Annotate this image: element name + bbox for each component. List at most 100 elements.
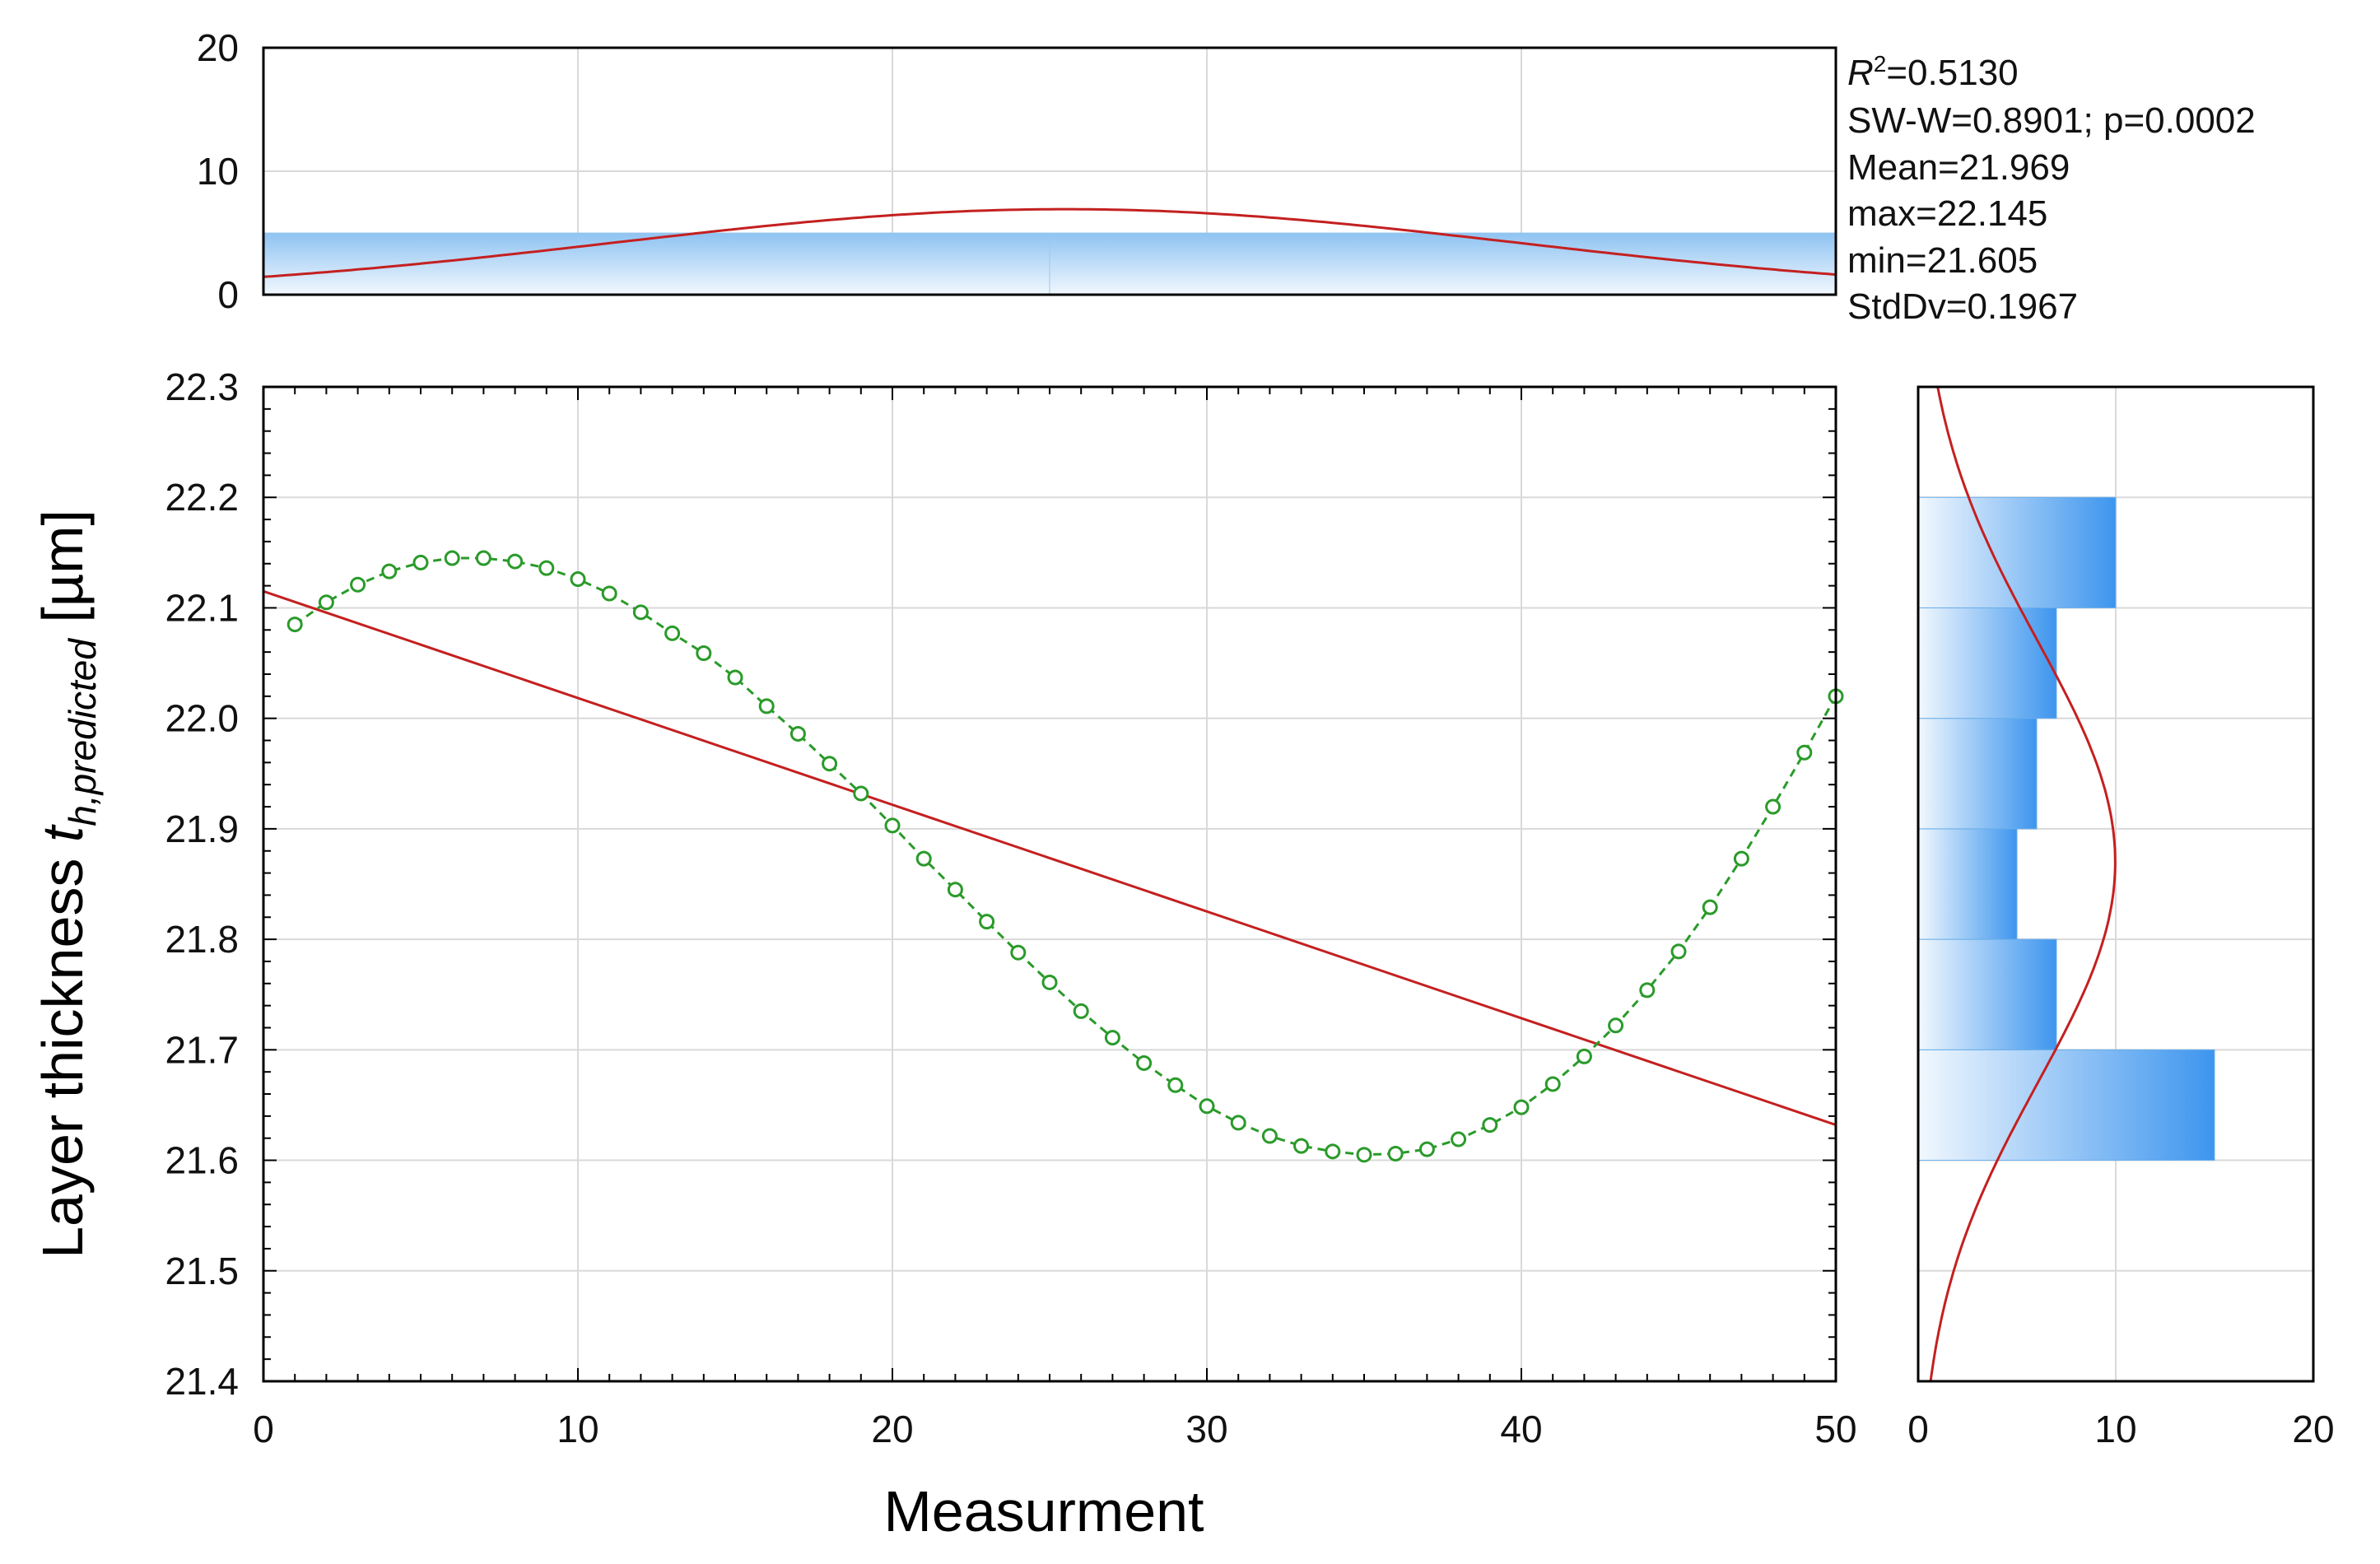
measured-point: [1608, 1017, 1624, 1034]
stat-max: max=22.145: [1847, 193, 2047, 234]
x-tick-label: 10: [557, 1408, 598, 1450]
measured-point: [286, 617, 303, 633]
right-histogram-bar: [1918, 938, 2057, 1050]
stat-min: min=21.605: [1847, 240, 2038, 281]
main-minor-ticks: [263, 386, 1837, 1382]
y-axis-title: Layer thickness th,predicted [µm]: [30, 510, 104, 1259]
measured-point: [822, 756, 838, 772]
measured-point: [696, 645, 712, 661]
measured-point: [1325, 1143, 1341, 1160]
linear-fit-line: [263, 589, 1836, 1127]
right-normal-curve: [1929, 387, 2117, 1381]
measured-point: [1544, 1076, 1561, 1092]
measured-point: [1576, 1048, 1592, 1064]
measured-point: [1293, 1138, 1310, 1154]
measured-point: [758, 698, 775, 715]
top-y-tick-label: 20: [197, 26, 239, 69]
right-histogram-bar: [1918, 828, 2018, 940]
measured-point: [1199, 1098, 1215, 1115]
top-y-tick-label: 0: [217, 273, 239, 316]
measured-point: [979, 914, 995, 930]
top-histogram-bars: [263, 232, 1836, 295]
measured-point: [1765, 798, 1782, 815]
measured-point: [1513, 1099, 1530, 1115]
y-tick-label: 22.3: [165, 365, 239, 408]
stat-std: StdDv=0.1967: [1847, 286, 2078, 327]
measured-point: [664, 625, 681, 641]
measured-point: [412, 554, 429, 570]
measured-point: [350, 576, 366, 593]
top-normal-curve: [263, 207, 1836, 278]
right-histogram-panel: 0 10 20: [1907, 385, 2335, 1450]
y-tick-label: 21.8: [165, 918, 239, 961]
measured-point: [507, 553, 524, 570]
right-x-tick-label: 20: [2292, 1408, 2334, 1450]
y-tick-label: 21.4: [165, 1360, 239, 1403]
right-x-tick-label: 0: [1907, 1408, 1929, 1450]
measured-point: [601, 585, 617, 602]
measured-point: [632, 604, 649, 621]
measured-point: [1261, 1128, 1278, 1144]
top-histogram-panel: 0 10 20: [197, 26, 1837, 316]
x-tick-label: 0: [253, 1408, 274, 1450]
measured-point: [1136, 1054, 1153, 1071]
measured-point: [1356, 1147, 1372, 1163]
main-plot-frame: [262, 385, 1837, 1383]
measured-point: [475, 550, 491, 566]
measured-point: [444, 550, 460, 566]
measured-point: [1010, 944, 1027, 961]
right-x-tick-label: 10: [2094, 1408, 2136, 1450]
measured-point: [1104, 1030, 1120, 1046]
x-tick-label: 40: [1500, 1408, 1542, 1450]
top-gridlines: [263, 48, 1836, 295]
right-histogram-bar: [1918, 496, 2117, 608]
x-axis-title: Measurment: [883, 1479, 1204, 1543]
measured-point: [318, 594, 334, 611]
y-tick-label: 21.7: [165, 1028, 239, 1071]
main-plot-panel: 0 10 20 30 40 50 21.4 21.5 21.6 21.7 21.8 21.9 22.0…: [165, 365, 1856, 1450]
stat-mean: Mean=21.969: [1847, 147, 2070, 188]
right-histogram-bars: [1918, 496, 2215, 1161]
y-tick-label: 22.2: [165, 476, 239, 519]
measured-point: [1482, 1117, 1498, 1133]
stat-r2: R2=0.5130: [1847, 51, 2019, 93]
measured-point: [1451, 1131, 1467, 1147]
statistics-block: R2=0.5130 SW-W=0.8901; p=0.0002 Mean=21.…: [1847, 51, 2256, 327]
main-gridlines: [263, 387, 1836, 1381]
y-tick-label: 21.9: [165, 808, 239, 850]
right-panel-frame: [1917, 385, 2315, 1383]
measured-point: [1230, 1115, 1246, 1131]
measured-point: [1639, 982, 1656, 998]
measured-point: [884, 817, 901, 834]
measured-series-points: [286, 550, 1844, 1163]
right-histogram-bar: [1918, 1049, 2215, 1161]
y-tick-label: 21.6: [165, 1139, 239, 1182]
measured-point: [538, 560, 555, 576]
measured-point: [1796, 744, 1813, 761]
x-tick-label: 30: [1185, 1408, 1227, 1450]
x-tick-labels: 0 10 20 30 40 50: [253, 1408, 1856, 1450]
right-histogram-bar: [1918, 607, 2057, 719]
measured-point: [381, 563, 398, 580]
x-tick-label: 20: [871, 1408, 913, 1450]
measured-point: [1167, 1077, 1184, 1093]
measured-point: [1702, 899, 1718, 915]
measured-point: [1418, 1141, 1435, 1157]
y-tick-label: 21.5: [165, 1250, 239, 1292]
measured-point: [915, 850, 932, 867]
right-histogram-bar: [1918, 718, 2038, 830]
top-y-tick-label: 10: [197, 150, 239, 193]
measured-point: [727, 669, 743, 686]
measured-point: [789, 725, 806, 742]
measured-point: [1733, 850, 1749, 867]
measured-point: [1073, 1003, 1089, 1019]
y-tick-label: 22.1: [165, 586, 239, 629]
y-tick-labels: 21.4 21.5 21.6 21.7 21.8 21.9 22.0 22.1 22.2 22.3: [165, 365, 239, 1403]
y-tick-label: 22.0: [165, 697, 239, 740]
measured-point: [947, 882, 963, 898]
stat-sw: SW-W=0.8901; p=0.0002: [1847, 100, 2256, 141]
measured-point: [1041, 974, 1058, 990]
measured-point: [1387, 1146, 1404, 1162]
x-tick-label: 50: [1814, 1408, 1856, 1450]
